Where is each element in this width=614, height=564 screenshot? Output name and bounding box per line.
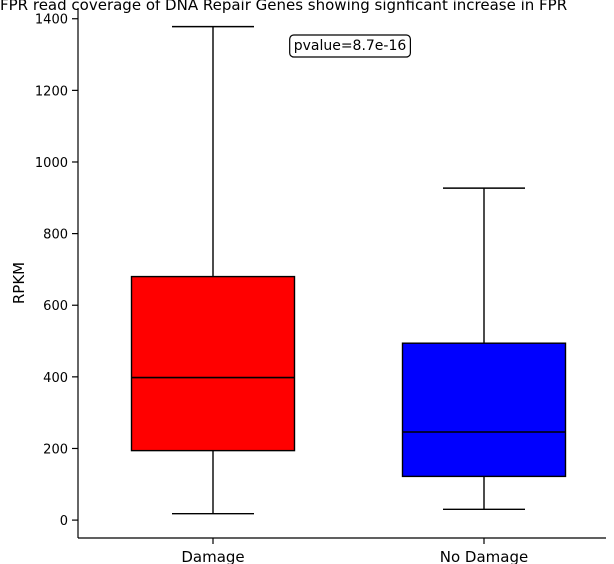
y-tick-label: 1000 <box>35 156 68 171</box>
x-tick-label: No Damage <box>440 548 528 564</box>
y-tick-label: 800 <box>43 228 68 243</box>
y-tick-label: 1200 <box>35 84 68 99</box>
pvalue-annotation-box <box>289 34 411 58</box>
y-axis-label: RPKM <box>10 262 28 304</box>
plot-area: 0 200 400 600 800 1000 1200 1400 Damage No Damage <box>35 8 606 564</box>
y-tick-label: 400 <box>43 371 68 386</box>
y-tick-label: 200 <box>43 442 68 457</box>
y-tick-label: 1400 <box>35 13 68 28</box>
pvalue-annotation-text: pvalue=8.7e-16 <box>294 38 407 54</box>
y-tick-label: 600 <box>43 299 68 314</box>
box-no-damage <box>401 342 567 478</box>
pvalue-annotation: pvalue=8.7e-16 <box>289 34 411 58</box>
box-damage <box>130 275 296 452</box>
x-tick-label: Damage <box>181 548 244 564</box>
chart-title: FPR read coverage of DNA Repair Genes sh… <box>0 0 567 14</box>
y-tick-label: 0 <box>60 514 68 529</box>
